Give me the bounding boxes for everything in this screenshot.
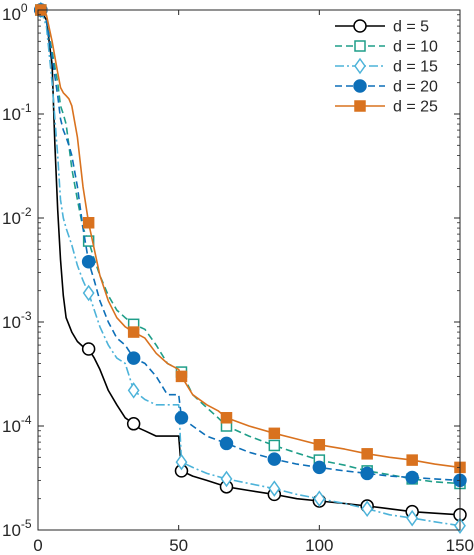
series-4-point — [81, 254, 96, 269]
series-4-point — [219, 436, 234, 451]
x-tick-label: 150 — [446, 536, 474, 555]
legend-item-4: d = 20 — [335, 79, 438, 96]
series-3-point — [220, 470, 233, 488]
x-tick-label: 100 — [305, 536, 333, 555]
series-5-point — [220, 412, 233, 424]
x-tick-label: 0 — [33, 536, 42, 555]
series-3-point — [127, 382, 140, 399]
series-3-point — [361, 500, 374, 518]
series-4 — [34, 3, 467, 488]
legend-label: d = 10 — [393, 39, 438, 56]
series-3 — [34, 1, 466, 534]
legend-marker — [354, 57, 366, 75]
series-layer — [34, 1, 467, 534]
series-5-point — [175, 370, 188, 383]
series-1-point — [81, 342, 96, 356]
y-tick-label: 10-4 — [2, 413, 32, 436]
series-5-point — [268, 427, 281, 440]
series-4-point — [126, 351, 141, 365]
series-2-point — [268, 439, 281, 452]
legend-item-1: d = 5 — [335, 19, 429, 36]
series-1-point — [126, 417, 141, 431]
series-4-point — [405, 470, 419, 485]
axes-box — [37, 9, 461, 531]
series-4-point — [312, 460, 327, 475]
legend-marker — [353, 79, 367, 93]
legend-label: d = 5 — [393, 19, 429, 36]
series-5-point — [127, 326, 140, 338]
series-5-point — [313, 439, 326, 451]
series-3-point — [313, 490, 326, 507]
series-3-line — [40, 9, 461, 527]
series-3-point — [406, 509, 419, 527]
y-tick-label: 10-3 — [2, 309, 32, 332]
legend-item-3: d = 15 — [335, 57, 438, 76]
series-3-point — [175, 453, 188, 471]
series-5-point — [82, 217, 95, 229]
series-2-point — [82, 235, 95, 247]
y-tick-label: 100 — [2, 1, 28, 24]
series-3-point — [268, 480, 281, 497]
legend-marker — [354, 40, 366, 52]
series-3-point — [82, 284, 95, 302]
legend-item-2: d = 10 — [335, 39, 438, 56]
y-tick-label: 10-5 — [2, 517, 32, 540]
legend-marker — [353, 19, 367, 33]
legend: d = 5 d = 10 d = 15 d = 20 d = 25 — [335, 19, 438, 116]
legend-label: d = 20 — [393, 79, 438, 96]
series-4-point — [174, 411, 189, 425]
series-5 — [35, 4, 466, 474]
legend-label: d = 25 — [393, 99, 438, 116]
series-5-point — [361, 448, 373, 460]
legend-marker — [354, 100, 366, 112]
legend-label: d = 15 — [393, 59, 438, 76]
x-tick-label: 50 — [169, 536, 188, 555]
series-4-point — [360, 466, 374, 481]
y-tick-label: 10-1 — [2, 101, 32, 124]
plot-background — [38, 10, 460, 530]
legend-item-5: d = 25 — [335, 99, 438, 116]
series-4-point — [267, 452, 282, 466]
y-tick-label: 10-2 — [2, 205, 32, 228]
series-5-point — [406, 454, 418, 466]
